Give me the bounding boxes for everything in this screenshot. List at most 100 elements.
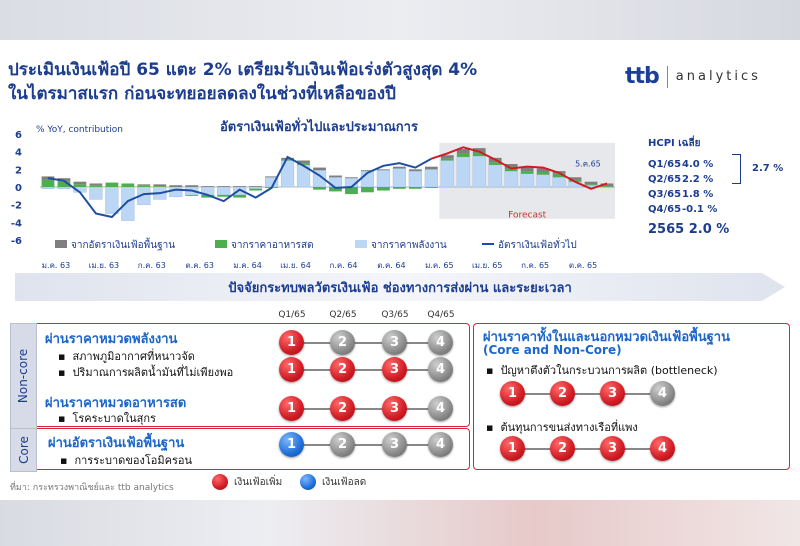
- bar-energy: [600, 186, 614, 189]
- factor-text: การระบาดของโอมิครอน: [74, 454, 192, 467]
- factor-item: ▪ โรคระบาดในสุกร: [58, 412, 156, 425]
- legend-label: จากอัตราเงินเฟ้อพื้นฐาน: [71, 237, 175, 251]
- quarter-circle-red: 3: [382, 357, 407, 382]
- bar-energy: [472, 155, 486, 188]
- quarter-circle-grey: 3: [382, 432, 407, 457]
- circle-connector: [394, 444, 440, 446]
- bar-energy: [536, 174, 550, 188]
- hcpi-panel: HCPI เฉลี่ย Q1/65 4.0 % Q2/65 2.2 % Q3/65 1.8…: [648, 136, 798, 237]
- bar-core: [169, 185, 183, 187]
- bar-core: [297, 160, 310, 164]
- factor-item: ▪ สภาพภูมิอากาศที่หนาวจัด: [58, 350, 195, 363]
- bar-food: [392, 187, 406, 189]
- hcpi-title: HCPI เฉลี่ย: [648, 138, 701, 149]
- hcpi-quarter: Q4/65: [648, 204, 682, 215]
- factor-item: ▪ ต้นทุนการขนส่งทางเรือที่แพง: [486, 421, 638, 434]
- bar-food: [456, 153, 470, 157]
- hcpi-value: 1.8 %: [682, 189, 714, 200]
- factor-banner: ปัจจัยกระทบพลวัตรเงินเฟ้อ ช่องทางการส่งผ…: [15, 273, 785, 301]
- source-note: ที่มา: กระทรวงพาณิชย์และ ttb analytics: [10, 483, 174, 493]
- bottom-blur-strip: [0, 500, 800, 546]
- circle-connector: [612, 393, 662, 395]
- bar-energy: [552, 177, 566, 188]
- right-group-title: ผ่านราคาทั้งในและนอกหมวดเงินเฟ้อพื้นฐาน: [483, 330, 730, 345]
- x-tick-label: เม.ย. 64: [280, 261, 311, 270]
- hcpi-year-avg: 2565 2.0 %: [648, 222, 730, 237]
- bar-core: [568, 177, 582, 180]
- circle-connector: [562, 448, 612, 450]
- bar-energy: [488, 164, 502, 188]
- bar-food: [153, 186, 167, 187]
- quarter-circle-red: 1: [279, 357, 304, 382]
- bar-energy: [376, 169, 391, 188]
- y-tick-label: 2: [15, 165, 22, 176]
- bar-food: [105, 182, 119, 187]
- factor-text: สภาพภูมิอากาศที่หนาวจัด: [72, 350, 195, 363]
- quarter-circle-grey: 3: [382, 330, 407, 355]
- x-tick-label: ต.ค. 63: [186, 261, 214, 270]
- bar-food: [424, 187, 438, 188]
- page-title: ประเมินเงินเฟ้อปี 65 แตะ 2% เตรียมรับเงิ…: [8, 58, 608, 106]
- circle-connector: [342, 408, 394, 410]
- bar-core: [377, 169, 390, 171]
- bar-food: [41, 179, 55, 187]
- ttb-logo: ttb analytics: [625, 64, 761, 89]
- bar-core: [345, 177, 358, 179]
- quarter-header: Q2/65: [329, 310, 357, 320]
- bar-food: [345, 187, 358, 195]
- circle-connector: [512, 448, 562, 450]
- bar-core: [265, 176, 278, 178]
- hcpi-h1-avg: 2.7 %: [752, 163, 784, 174]
- bar-food: [488, 162, 502, 165]
- quarter-header: Q1/65: [278, 310, 306, 320]
- x-tick-label: เม.ย. 65: [472, 261, 503, 270]
- hcpi-quarter: Q1/65: [648, 159, 682, 170]
- bar-food: [137, 185, 151, 187]
- bar-core: [361, 170, 374, 172]
- right-group-subtitle: (Core and Non-Core): [483, 343, 622, 357]
- bar-food: [600, 186, 614, 187]
- quarter-circle-red: 1: [500, 436, 525, 461]
- factor-text: ปัญหาตึงตัวในกระบวนการผลิต (bottleneck): [500, 364, 718, 377]
- bar-core: [153, 184, 167, 187]
- bar-food: [408, 187, 422, 189]
- circle-connector: [394, 369, 440, 371]
- bar-core: [137, 184, 151, 186]
- bar-core: [249, 186, 263, 187]
- bar-food: [329, 187, 342, 192]
- quarter-circle-red: 2: [330, 357, 355, 382]
- legend-up: เงินเฟ้อเพิ่ม: [212, 474, 282, 490]
- quarter-circle-grey: 4: [428, 396, 453, 421]
- bar-food: [57, 181, 71, 187]
- top-blur-strip: [0, 0, 800, 40]
- hcpi-quarter: Q3/65: [648, 189, 682, 200]
- bar-core: [73, 181, 87, 185]
- quarter-circle-red: 3: [382, 396, 407, 421]
- circle-connector: [394, 408, 440, 410]
- bar-core: [329, 175, 342, 178]
- circle-connector: [342, 444, 394, 446]
- logo-divider: [666, 65, 668, 88]
- x-tick-label: ม.ค. 63: [42, 261, 70, 270]
- quarter-circle-red: 2: [330, 396, 355, 421]
- circle-connector: [562, 393, 612, 395]
- bar-energy: [456, 156, 470, 188]
- bar-energy: [440, 160, 454, 188]
- hcpi-row: Q4/65 -0.1 %: [648, 202, 798, 217]
- bar-food: [313, 187, 326, 190]
- legend-swatch: [215, 240, 227, 248]
- x-tick-label: ก.ค. 65: [521, 261, 549, 270]
- bar-food: [201, 194, 215, 198]
- bar-energy: [169, 186, 183, 197]
- y-axis-label: % YoY, contribution: [36, 125, 123, 135]
- quarter-circle-red: 4: [650, 436, 675, 461]
- legend-label: จากราคาอาหารสด: [231, 240, 314, 251]
- legend-swatch: [355, 240, 367, 248]
- factor-item: ▪ การระบาดของโอมิครอน: [60, 454, 192, 467]
- quarter-circle-red: 2: [550, 436, 575, 461]
- bar-food: [584, 184, 598, 186]
- bar-core: [536, 168, 550, 172]
- bar-energy: [217, 186, 231, 196]
- quarter-header: Q3/65: [381, 310, 409, 320]
- bar-core: [392, 166, 406, 169]
